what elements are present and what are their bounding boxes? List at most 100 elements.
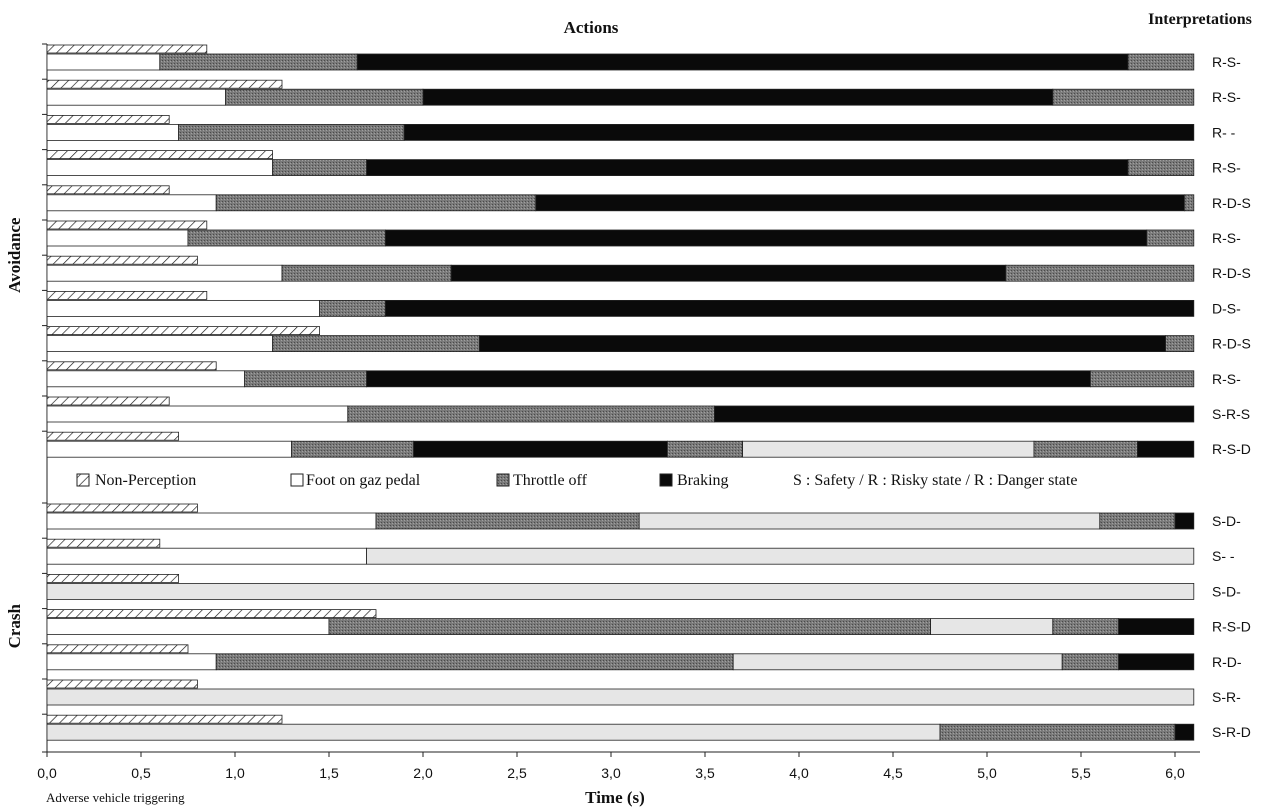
interpretation-label: R-D-S [1212, 265, 1251, 281]
release-segment [366, 547, 1195, 565]
throttle-segment [243, 370, 367, 388]
braking-segment [450, 264, 1007, 282]
gaz-segment [46, 299, 321, 317]
gaz-segment [46, 405, 349, 423]
gaz-segment [46, 88, 227, 106]
gaz-swatch [290, 473, 304, 487]
throttle-segment [1127, 159, 1195, 177]
x-tick-label: 4,0 [789, 765, 809, 781]
x-tick-label: 0,0 [37, 765, 57, 781]
gaz-segment [46, 335, 274, 353]
nonperception-bar [46, 431, 180, 441]
throttle-segment [215, 194, 537, 212]
throttle-segment [1146, 229, 1195, 247]
nonperception-bar [46, 538, 161, 548]
throttle-segment [290, 440, 414, 458]
throttle-segment [225, 88, 424, 106]
nonperception-bar [46, 44, 208, 54]
nonperception-bar [46, 361, 217, 371]
gaz-segment [46, 229, 189, 247]
throttle-segment [178, 124, 405, 141]
interpretation-label: S- - [1212, 548, 1235, 564]
throttle-segment [272, 159, 368, 177]
x-tick-label: 1,5 [319, 765, 339, 781]
nonperception-bar [46, 326, 321, 336]
interpretation-label: R-S- [1212, 230, 1241, 246]
nonperception-bar [46, 79, 283, 89]
interpretation-label: S-D- [1212, 583, 1241, 599]
chart-title: Actions [564, 18, 619, 37]
nonperception-legend-label: Non-Perception [95, 472, 196, 489]
braking-segment [366, 370, 1091, 388]
interpretation-label: S-R-D [1212, 724, 1251, 740]
interpretation-label: S-R- [1212, 689, 1241, 705]
gaz-segment [46, 512, 377, 530]
braking-segment [413, 440, 668, 458]
release-segment [46, 723, 941, 741]
release-segment [742, 440, 1035, 458]
group-label: Avoidance [5, 217, 24, 293]
interpretation-label: S-R-S [1212, 406, 1250, 422]
braking-segment [403, 124, 1195, 141]
interpretation-label: R-S- [1212, 371, 1241, 387]
x-tick-label: 4,5 [883, 765, 903, 781]
braking-segment [1174, 512, 1195, 530]
group-labels-layer: Avoidance Crash [5, 217, 24, 648]
interpretations-header: Interpretations [1148, 11, 1252, 28]
braking-segment [1174, 723, 1195, 741]
throttle-segment [375, 512, 640, 530]
gaz-segment [46, 618, 330, 635]
x-tick-label: 1,0 [225, 765, 245, 781]
release-segment [930, 618, 1054, 635]
throttle-segment [1127, 53, 1195, 71]
x-tick-label: 2,0 [413, 765, 433, 781]
throttle-segment [328, 618, 931, 635]
release-segment [638, 512, 1101, 530]
braking-segment [478, 335, 1167, 353]
throttle-segment [1061, 653, 1119, 671]
nonperception-bar [46, 255, 198, 265]
interpretation-label: R-S- [1212, 89, 1241, 105]
interpretation-label: R-S-D [1212, 619, 1251, 635]
gaz-segment [46, 53, 161, 71]
interpretation-label: D-S- [1212, 300, 1241, 316]
legend: Non-Perception Foot on gaz pedal Throttle … [76, 472, 1077, 489]
throttle-segment [319, 299, 386, 317]
throttle-legend-label: Throttle off [513, 472, 588, 489]
throttle-segment [1090, 370, 1195, 388]
nonperception-bar [46, 609, 377, 618]
gaz-segment [46, 440, 292, 458]
braking-segment [1137, 440, 1195, 458]
interpretation-label: R-D- [1212, 654, 1242, 670]
braking-segment [384, 299, 1195, 317]
x-tick-label: 3,5 [695, 765, 715, 781]
x-tick-label: 5,0 [977, 765, 997, 781]
interpretation-label: S-D- [1212, 513, 1241, 529]
braking-segment [535, 194, 1185, 212]
nonperception-bar [46, 290, 208, 300]
nonperception-bar [46, 714, 283, 724]
bars-layer [42, 43, 1195, 753]
x-axis-label: Time (s) [585, 788, 645, 807]
release-segment [732, 653, 1063, 671]
throttle-segment [1184, 194, 1195, 212]
x-origin-label: Adverse vehicle triggering [46, 790, 185, 805]
throttle-segment [1033, 440, 1138, 458]
gaz-segment [46, 264, 283, 282]
nonperception-bar [46, 679, 198, 689]
gaz-segment [46, 653, 217, 671]
throttle-segment [187, 229, 386, 247]
braking-segment [1118, 618, 1195, 635]
throttle-swatch [496, 473, 510, 487]
nonperception-bar [46, 220, 208, 230]
throttle-segment [347, 405, 715, 423]
throttle-segment [1052, 88, 1195, 106]
throttle-segment [939, 723, 1176, 741]
braking-legend-label: Braking [677, 472, 729, 489]
x-tick-label: 6,0 [1165, 765, 1185, 781]
interpretation-label: R-D-S [1212, 195, 1251, 211]
gaz-segment [46, 370, 245, 388]
braking-segment [422, 88, 1054, 106]
interpretation-label: R-D-S [1212, 336, 1251, 352]
